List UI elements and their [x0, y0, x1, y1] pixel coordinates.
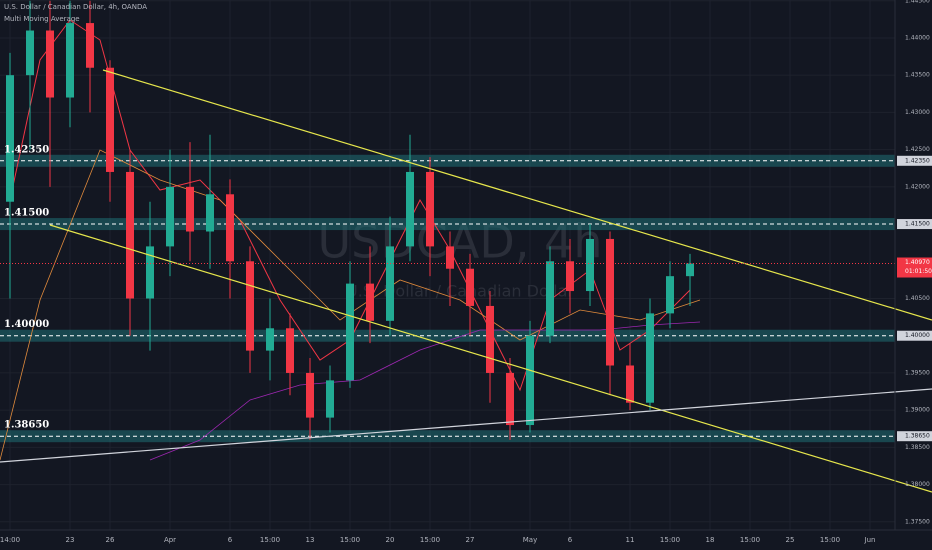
- candle-body: [266, 328, 274, 351]
- trend-line: [102, 69, 932, 321]
- y-tick-label: 1.42000: [905, 183, 930, 190]
- trend-line: [0, 388, 932, 463]
- level-label: 1.41500: [4, 208, 49, 219]
- level-label: 1.38650: [4, 420, 49, 431]
- countdown: 01:01:50: [905, 268, 932, 275]
- x-tick-label: 27: [466, 536, 475, 544]
- y-tick-label: 1.38500: [905, 444, 930, 451]
- x-tick-label: 11: [626, 536, 635, 544]
- candle-body: [26, 30, 34, 76]
- level-zone: [0, 430, 895, 443]
- candles: [6, 0, 694, 440]
- candle-body: [506, 372, 514, 426]
- x-tick-label: 23: [66, 536, 75, 544]
- y-tick-label: 1.40500: [905, 295, 930, 302]
- level-zone: [0, 154, 895, 167]
- candle-body: [646, 313, 654, 403]
- x-tick-label: 6: [228, 536, 233, 544]
- x-tick-label: 15:00: [820, 536, 840, 544]
- candle-body: [166, 186, 174, 247]
- x-tick-label: 15:00: [340, 536, 360, 544]
- candle-body: [346, 283, 354, 381]
- candle-body: [86, 23, 94, 68]
- x-tick-label: 13: [306, 536, 315, 544]
- x-tick-label: 15:00: [740, 536, 760, 544]
- level-zone: [0, 218, 895, 231]
- candle-body: [106, 67, 114, 172]
- candle-body: [606, 238, 614, 366]
- y-tick-label: 1.44000: [905, 34, 930, 41]
- candle-body: [46, 30, 54, 98]
- level-axis-label: 1.42350: [905, 157, 930, 164]
- candle-body: [586, 238, 594, 292]
- x-tick-label: 20: [386, 536, 395, 544]
- level-axis-box: [897, 330, 932, 341]
- chart-subtitle: Multi Moving Average: [4, 15, 80, 23]
- level-axis-box: [897, 219, 932, 230]
- candle-body: [6, 75, 14, 202]
- candle-body: [626, 365, 634, 403]
- x-tick-label: 15:00: [260, 536, 280, 544]
- trend-line: [49, 224, 932, 493]
- level-axis-box: [897, 431, 932, 442]
- level-label: 1.42350: [4, 144, 49, 155]
- x-tick-label: 14:00: [0, 536, 20, 544]
- level-axis-label: 1.40000: [905, 332, 930, 339]
- candle-body: [566, 261, 574, 292]
- x-tick-label: 6: [568, 536, 573, 544]
- y-tick-label: 1.44500: [905, 0, 930, 4]
- y-tick-label: 1.37500: [905, 518, 930, 525]
- candle-body: [226, 194, 234, 262]
- candle-body: [366, 283, 374, 321]
- candle-body: [666, 276, 674, 314]
- candle-body: [246, 261, 254, 351]
- candle-body: [286, 328, 294, 373]
- last-price-box: [897, 257, 932, 278]
- chart-title: U.S. Dollar / Canadian Dollar, 4h, OANDA: [4, 3, 147, 11]
- candle-body: [546, 261, 554, 336]
- candle-body: [326, 380, 334, 418]
- candle-body: [146, 246, 154, 299]
- candle-body: [686, 263, 694, 277]
- zones: [0, 154, 895, 443]
- level-label: 1.40000: [4, 319, 49, 330]
- x-tick-label: Apr: [164, 536, 176, 544]
- y-tick-label: 1.38000: [905, 481, 930, 488]
- candle-body: [526, 335, 534, 426]
- candle-body: [426, 171, 434, 247]
- watermark-sub: U.S. Dollar / Canadian Dollar: [346, 282, 574, 301]
- y-tick-label: 1.39000: [905, 407, 930, 414]
- candle-body: [406, 171, 414, 247]
- x-tick-label: 26: [106, 536, 115, 544]
- x-tick-label: 25: [786, 536, 795, 544]
- y-tick-label: 1.42500: [905, 146, 930, 153]
- candle-body: [446, 246, 454, 269]
- x-tick-label: 15:00: [660, 536, 680, 544]
- x-tick-label: Jun: [864, 536, 876, 544]
- candle-body: [186, 186, 194, 232]
- candle-body: [126, 171, 134, 299]
- y-tick-label: 1.43500: [905, 72, 930, 79]
- level-axis-box: [897, 155, 932, 166]
- y-tick-label: 1.43000: [905, 109, 930, 116]
- candle-body: [206, 194, 214, 232]
- candle-body: [386, 246, 394, 321]
- x-tick-label: 15:00: [420, 536, 440, 544]
- candle-body: [486, 305, 494, 373]
- moving-average: [0, 149, 701, 461]
- level-axis-label: 1.41500: [905, 221, 930, 228]
- level-axis-label: 1.38650: [905, 433, 930, 440]
- y-tick-label: 1.39500: [905, 369, 930, 376]
- last-price-label: 1.40970: [905, 259, 930, 266]
- candle-body: [306, 372, 314, 418]
- candle-body: [466, 268, 474, 306]
- x-tick-label: May: [523, 536, 537, 544]
- level-zone: [0, 329, 895, 342]
- moving-average: [149, 321, 701, 461]
- candle-body: [66, 23, 74, 98]
- x-tick-label: 18: [706, 536, 715, 544]
